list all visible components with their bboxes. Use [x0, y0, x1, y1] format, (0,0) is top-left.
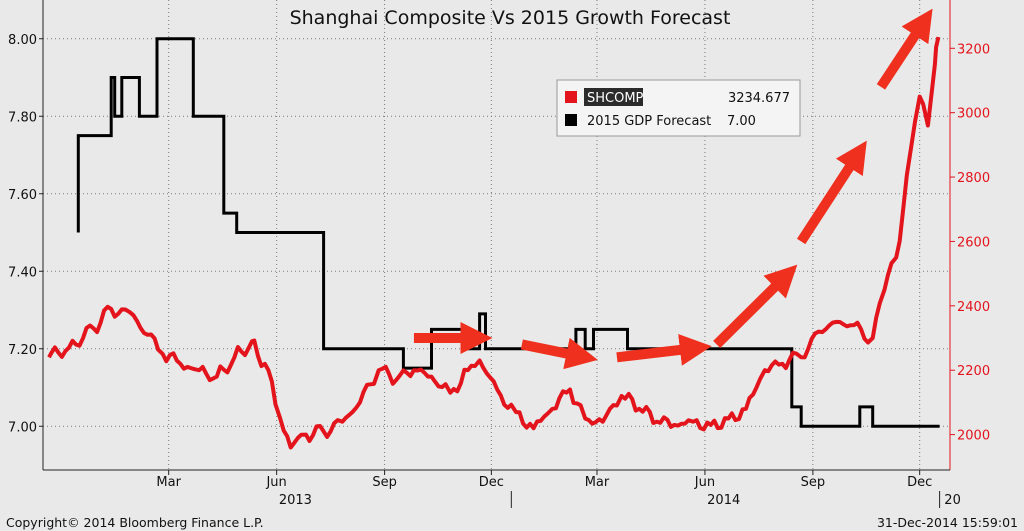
- x-tick-label-month: Dec: [479, 475, 504, 490]
- series-line-gdp-forecast: [76, 37, 940, 428]
- right-tick-label: 2200: [957, 364, 990, 379]
- timestamp-text: 31-Dec-2014 15:59:01: [877, 515, 1018, 530]
- left-tick-label: 7.40: [8, 265, 37, 280]
- x-tick-label-month: Sep: [801, 475, 826, 490]
- trend-arrow: [520, 337, 598, 370]
- copyright-text: Copyright© 2014 Bloomberg Finance L.P.: [6, 515, 264, 530]
- left-tick-label: 7.80: [8, 110, 37, 125]
- x-tick-label-month: Mar: [585, 475, 610, 490]
- chart-title: Shanghai Composite Vs 2015 Growth Foreca…: [290, 7, 731, 29]
- right-tick-label: 2400: [957, 300, 990, 315]
- trend-arrow: [616, 334, 712, 366]
- x-tick-label-month: Sep: [372, 475, 397, 490]
- x-tick-label-month: Jun: [694, 475, 715, 490]
- x-tick-label-month: Jun: [265, 475, 286, 490]
- trend-arrow: [713, 264, 798, 349]
- left-tick-label: 7.00: [8, 420, 37, 435]
- legend-label-gdp-forecast: 2015 GDP Forecast: [587, 114, 711, 129]
- right-tick-label: 2800: [957, 171, 990, 186]
- legend-value-gdp-forecast: 7.00: [727, 114, 756, 129]
- legend: SHCOMP 3234.677 2015 GDP Forecast 7.00: [556, 79, 801, 137]
- legend-swatch-gdp-forecast: [565, 114, 577, 126]
- right-tick-label: 3200: [957, 42, 990, 57]
- x-tick-label-month: Mar: [156, 475, 181, 490]
- trend-arrow: [796, 140, 867, 245]
- x-tick-label-year: 2014: [707, 493, 740, 508]
- x-tick-label-year: 2013: [279, 493, 312, 508]
- axis-ticks: 8.00 7.80 7.60 7.40 7.20 7.00 3200 3000 2800 2600…: [8, 33, 990, 508]
- right-tick-label: 2600: [957, 235, 990, 250]
- series-line-shcomp: [47, 36, 941, 450]
- legend-swatch-shcomp: [565, 91, 577, 103]
- x-tick-label-month: Dec: [907, 475, 932, 490]
- legend-label-shcomp: SHCOMP: [587, 91, 644, 106]
- trend-arrows: [413, 8, 933, 370]
- trend-arrow: [876, 8, 933, 90]
- right-tick-label: 2000: [957, 429, 990, 444]
- left-tick-label: 8.00: [8, 33, 37, 48]
- right-tick-label: 3000: [957, 107, 990, 122]
- legend-value-shcomp: 3234.677: [728, 91, 790, 106]
- left-tick-label: 7.60: [8, 188, 37, 203]
- left-tick-label: 7.20: [8, 343, 37, 358]
- legend-label-highlight: [584, 88, 643, 106]
- x-tick-label-year: 20: [944, 493, 961, 508]
